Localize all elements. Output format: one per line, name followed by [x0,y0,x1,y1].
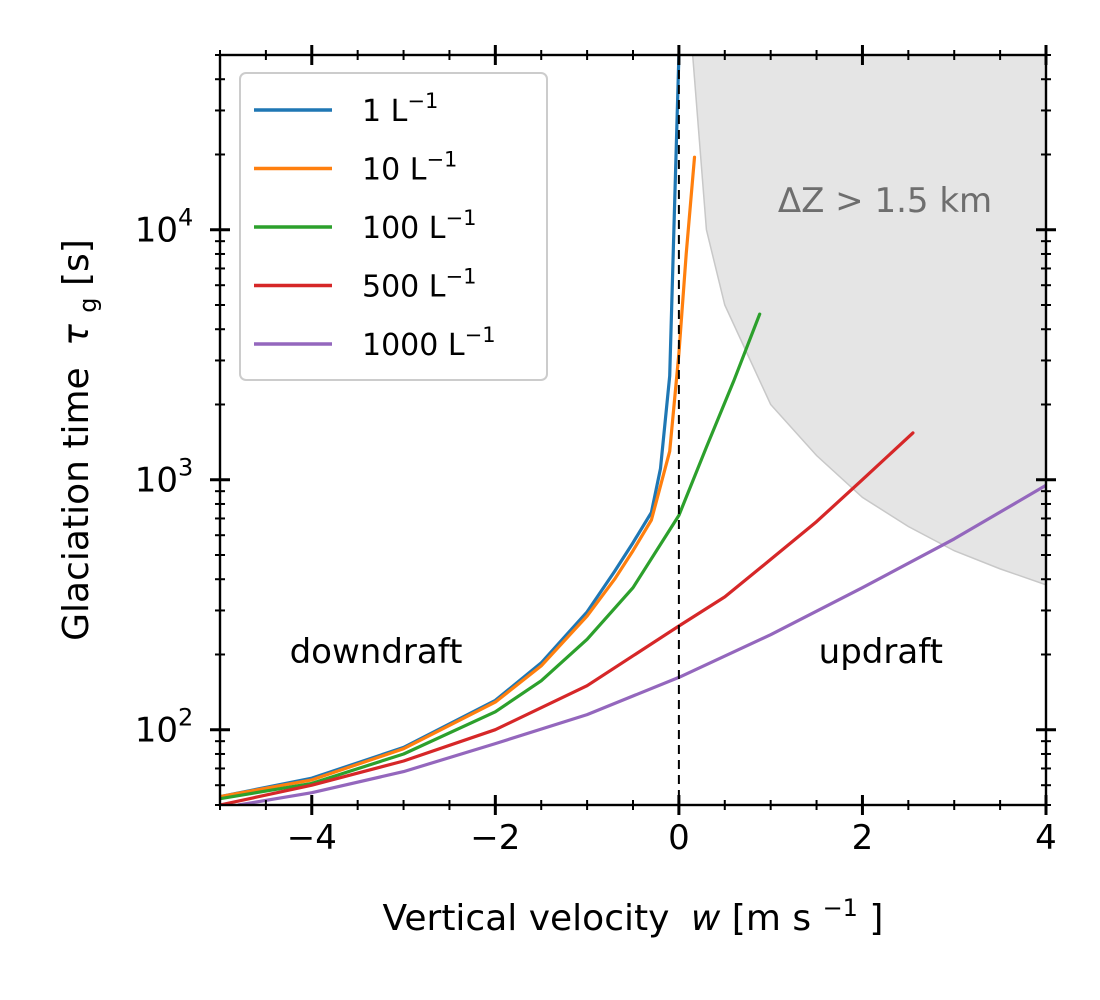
y-tick-label-exp: 3 [178,454,193,482]
y-axis-label-symbol: τ [56,324,97,346]
legend-label: 100 L−1 [362,206,476,246]
x-axis-label-unit-exp: −1 [823,894,858,922]
legend-label-name: 500 L [362,270,446,305]
legend-item-3: 500 L−1 [254,265,476,305]
y-tick-label-base: 10 [135,711,178,751]
legend-label: 500 L−1 [362,265,476,305]
series-line-2 [220,312,762,801]
x-axis-label-symbol: w [691,898,721,939]
series-line-1 [220,155,697,799]
plot-frame [218,53,1048,807]
legend-label-exp: −1 [407,89,438,113]
legend-item-4: 1000 L−1 [254,323,496,363]
y-tick-label: 104 [135,204,194,251]
legend-label-exp: −1 [426,148,457,172]
legend-label-name: 10 L [362,153,427,188]
legend-label-exp: −1 [446,206,477,230]
shaded-region-delta-z [691,55,1046,586]
x-tick-label: −4 [287,818,337,858]
legend-box [239,72,548,381]
series-line-4 [236,483,1046,805]
x-axis-label-text: Vertical velocity [383,898,670,939]
y-tick-label-base: 10 [135,211,178,251]
y-tick-label-exp: 2 [178,704,193,732]
y-axis-label: Glaciation time τ g [s] [56,239,105,641]
x-tick-label: 0 [668,818,690,858]
plot-area [220,55,1046,805]
legend-label-name: 1 L [362,94,408,129]
x-axis-label: Vertical velocity w [m s −1 ] [383,884,884,939]
x-axis-label-unit-end: ] [869,898,883,939]
x-tick-label: 2 [852,818,874,858]
y-tick-label: 102 [135,704,194,751]
legend-label: 10 L−1 [362,148,457,188]
legend-label-name: 1000 L [362,328,465,363]
y-tick-label: 103 [135,454,194,501]
shaded-region-label: ΔZ > 1.5 km [778,181,992,221]
legend-item-2: 100 L−1 [254,206,476,246]
y-axis-label-subscript: g [74,297,102,312]
x-tick-label: −2 [470,818,520,858]
legend-label: 1000 L−1 [362,323,496,363]
y-axis-label-text: Glaciation time [56,367,97,641]
legend-label-name: 100 L [362,211,446,246]
legend-label: 1 L−1 [362,89,438,129]
legend-label-exp: −1 [465,323,496,347]
y-tick-label-exp: 4 [178,204,193,232]
legend-item-1: 10 L−1 [254,148,457,188]
downdraft-label: downdraft [290,632,463,672]
legend-label-exp: −1 [446,265,477,289]
x-tick-label: 4 [1035,818,1057,858]
updraft-label: updraft [819,632,943,672]
y-axis-label-unit: [s] [56,239,97,286]
legend-item-0: 1 L−1 [254,89,438,129]
x-axis-label-unit: [m s [732,898,811,939]
y-tick-label-base: 10 [135,461,178,501]
